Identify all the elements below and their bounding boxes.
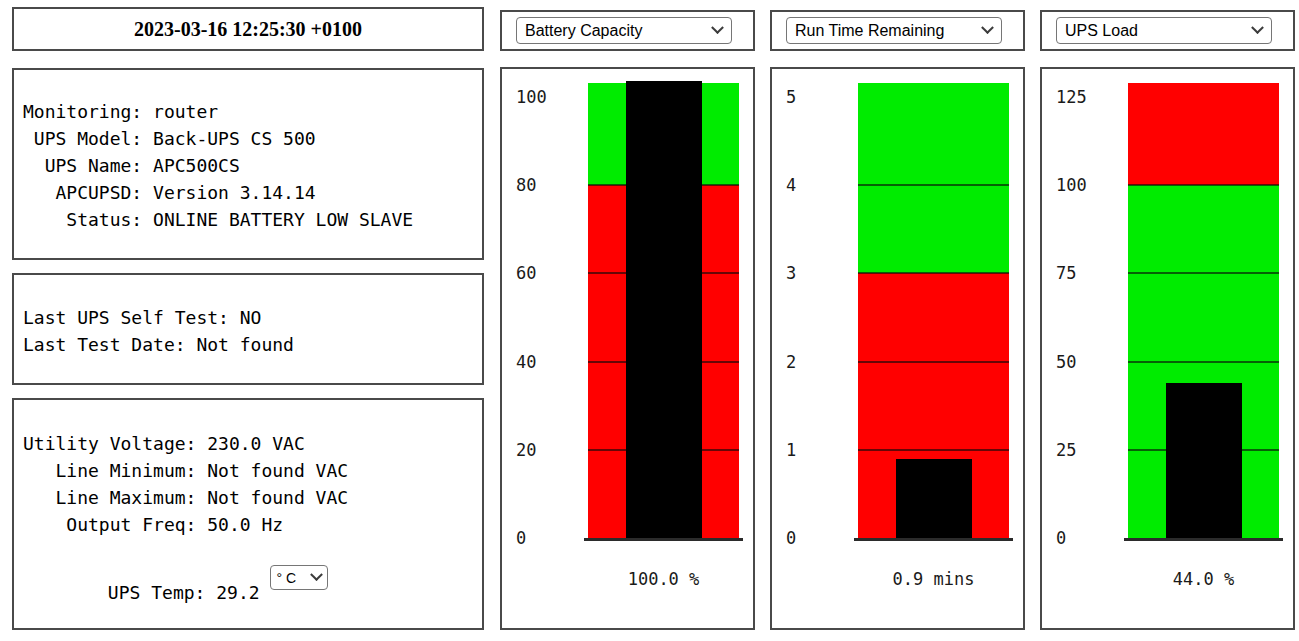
gauge-tick-label: 125 [1056, 87, 1116, 107]
ups-info-panel: Monitoring: router UPS Model: Back-UPS C… [12, 68, 484, 260]
metric-select-panel-3: UPS Load [1040, 10, 1295, 51]
metric-select-load[interactable]: UPS Load [1056, 17, 1272, 44]
gauge-tick-label: 40 [516, 352, 576, 372]
gauge-value-label: 44.0 % [1128, 569, 1279, 589]
gauge-tick-label: 100 [516, 87, 576, 107]
metric-select-load-value: UPS Load [1065, 22, 1138, 40]
metric-select-panel-2: Run Time Remaining [770, 10, 1025, 51]
gauge-tick-label: 20 [516, 440, 576, 460]
gauge-tick-label: 60 [516, 263, 576, 283]
metric-select-runtime[interactable]: Run Time Remaining [786, 17, 1002, 44]
gauge-gridline [1128, 361, 1279, 363]
gauge-battery-capacity: 100.0 % 0 20 40 60 80 100 [500, 67, 755, 630]
gauge-value-bar [896, 459, 972, 538]
gauge-tick-label: 1 [786, 440, 846, 460]
temp-unit-value: ° C [277, 570, 297, 586]
gauge-plot-area [858, 83, 1009, 538]
gauge-value-label: 100.0 % [588, 569, 739, 589]
gauge-gridline [858, 449, 1009, 451]
metric-select-battery-value: Battery Capacity [525, 22, 642, 40]
gauge-tick-label: 80 [516, 175, 576, 195]
gauge-baseline [854, 538, 1013, 541]
gauge-tick-label: 0 [1056, 528, 1116, 548]
temp-unit-select[interactable]: ° C [270, 565, 328, 590]
selftest-text: Last UPS Self Test: NO Last Test Date: N… [14, 275, 482, 358]
gauge-tick-label: 4 [786, 175, 846, 195]
gauge-baseline [584, 538, 743, 541]
ups-temp-row: UPS Temp: 29.2 ° C [14, 549, 482, 606]
gauge-baseline [1124, 538, 1283, 541]
gauge-zone-red [1128, 83, 1279, 185]
gauge-tick-label: 25 [1056, 440, 1116, 460]
chevron-down-icon [711, 21, 724, 34]
gauge-value-label: 0.9 mins [858, 569, 1009, 589]
chevron-down-icon [1251, 21, 1264, 34]
gauge-zone-green [858, 83, 1009, 273]
gauge-tick-label: 3 [786, 263, 846, 283]
gauge-ups-load: 44.0 % 0 25 50 75 100 125 [1040, 67, 1295, 630]
gauge-tick-label: 5 [786, 87, 846, 107]
timestamp-text: 2023-03-16 12:25:30 +0100 [134, 18, 362, 41]
gauge-tick-label: 0 [516, 528, 576, 548]
gauge-runtime-remaining: 0.9 mins 0 1 2 3 4 5 [770, 67, 1025, 630]
ups-monitor-page: 2023-03-16 12:25:30 +0100 Monitoring: ro… [0, 0, 1299, 641]
gauge-gridline [858, 184, 1009, 186]
gauge-plot-area [1128, 83, 1279, 538]
ups-info-text: Monitoring: router UPS Model: Back-UPS C… [14, 70, 482, 233]
gauge-value-bar [1166, 383, 1242, 538]
chevron-down-icon [310, 568, 323, 581]
timestamp-panel: 2023-03-16 12:25:30 +0100 [12, 7, 484, 51]
gauge-gridline [858, 361, 1009, 363]
ups-temp-label: UPS Temp: 29.2 [23, 549, 260, 606]
gauge-gridline [1128, 272, 1279, 274]
gauge-tick-label: 75 [1056, 263, 1116, 283]
gauge-plot-area [588, 83, 739, 538]
metric-select-runtime-value: Run Time Remaining [795, 22, 944, 40]
metric-select-battery[interactable]: Battery Capacity [516, 17, 732, 44]
power-panel: Utility Voltage: 230.0 VAC Line Minimum:… [12, 398, 484, 630]
gauge-tick-label: 100 [1056, 175, 1116, 195]
gauge-gridline [858, 272, 1009, 274]
chevron-down-icon [981, 21, 994, 34]
gauge-gridline [1128, 184, 1279, 186]
power-text: Utility Voltage: 230.0 VAC Line Minimum:… [14, 400, 482, 538]
selftest-panel: Last UPS Self Test: NO Last Test Date: N… [12, 273, 484, 385]
gauge-tick-label: 0 [786, 528, 846, 548]
metric-select-panel-1: Battery Capacity [500, 10, 755, 51]
gauge-value-bar [626, 81, 702, 538]
gauge-tick-label: 2 [786, 352, 846, 372]
gauge-tick-label: 50 [1056, 352, 1116, 372]
